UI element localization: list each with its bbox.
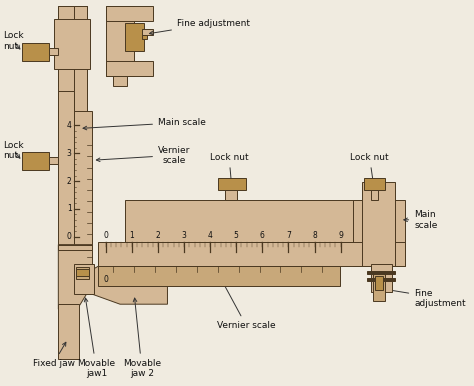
Bar <box>49 48 58 55</box>
Text: Fixed jaw: Fixed jaw <box>33 342 74 368</box>
Text: 1: 1 <box>67 204 72 213</box>
Bar <box>372 264 392 292</box>
Text: Lock
nut: Lock nut <box>3 141 24 160</box>
Text: 5: 5 <box>234 231 239 240</box>
Bar <box>371 190 378 200</box>
Bar <box>58 304 79 359</box>
Text: Lock
nut: Lock nut <box>3 31 24 51</box>
Text: 0: 0 <box>67 232 72 241</box>
Text: Fine
adjustment: Fine adjustment <box>383 288 466 308</box>
Text: 0: 0 <box>103 275 108 284</box>
Text: Vernier
scale: Vernier scale <box>96 146 191 165</box>
Bar <box>73 111 92 245</box>
Text: Lock nut: Lock nut <box>350 153 389 186</box>
Text: 0: 0 <box>103 231 108 240</box>
Bar <box>106 6 134 76</box>
Bar <box>225 190 237 200</box>
Bar <box>106 6 153 21</box>
Text: 2: 2 <box>155 231 160 240</box>
Text: 3: 3 <box>182 231 186 240</box>
Bar <box>142 29 153 35</box>
Bar <box>54 19 90 69</box>
Bar <box>218 178 246 190</box>
Bar <box>113 76 127 86</box>
Bar <box>73 6 87 294</box>
Text: 4: 4 <box>67 121 72 130</box>
Bar <box>98 266 340 286</box>
Bar <box>106 61 153 76</box>
Bar <box>58 245 92 250</box>
Bar <box>76 269 89 276</box>
Bar <box>76 267 89 279</box>
Bar <box>353 200 405 266</box>
Bar <box>49 157 58 164</box>
Text: 7: 7 <box>286 231 291 240</box>
Bar <box>58 91 73 245</box>
Bar <box>367 278 395 281</box>
Text: 1: 1 <box>129 231 134 240</box>
Bar <box>142 35 146 39</box>
Text: 9: 9 <box>338 231 343 240</box>
Text: Fine adjustment: Fine adjustment <box>149 19 250 35</box>
Text: Main
scale: Main scale <box>404 210 438 230</box>
Bar <box>125 23 144 51</box>
Bar <box>364 178 385 190</box>
Text: Vernier scale: Vernier scale <box>217 280 275 330</box>
Bar <box>58 6 87 146</box>
Bar <box>22 152 49 170</box>
Bar <box>73 264 94 294</box>
Text: Main scale: Main scale <box>83 118 206 130</box>
Text: 2: 2 <box>67 176 72 186</box>
Text: 6: 6 <box>260 231 265 240</box>
Polygon shape <box>58 245 92 309</box>
Text: 8: 8 <box>312 231 317 240</box>
Text: Movable
jaw1: Movable jaw1 <box>77 298 115 378</box>
Text: 3: 3 <box>67 149 72 158</box>
Bar <box>98 242 405 266</box>
Text: 4: 4 <box>208 231 213 240</box>
Bar <box>374 271 385 301</box>
Bar <box>22 43 49 61</box>
Text: Lock nut: Lock nut <box>210 153 248 186</box>
Polygon shape <box>92 252 167 304</box>
Text: Movable
jaw 2: Movable jaw 2 <box>123 298 161 378</box>
Bar <box>362 182 395 266</box>
Bar <box>367 271 395 274</box>
Bar <box>375 276 383 290</box>
Bar <box>58 6 87 86</box>
Bar <box>125 200 395 242</box>
